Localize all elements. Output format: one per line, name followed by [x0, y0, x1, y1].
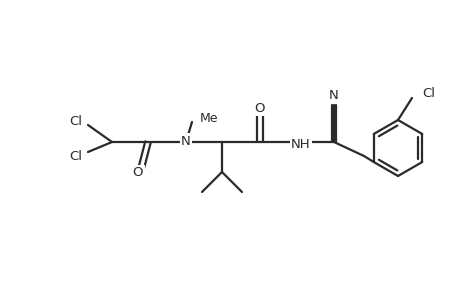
Text: O: O	[254, 101, 265, 115]
Text: Cl: Cl	[69, 115, 82, 128]
Text: N: N	[181, 134, 190, 148]
Text: Cl: Cl	[69, 149, 82, 163]
Text: N: N	[328, 88, 338, 101]
Text: NH: NH	[291, 137, 310, 151]
Text: Me: Me	[200, 112, 218, 124]
Text: O: O	[133, 167, 143, 179]
Text: Cl: Cl	[421, 86, 434, 100]
